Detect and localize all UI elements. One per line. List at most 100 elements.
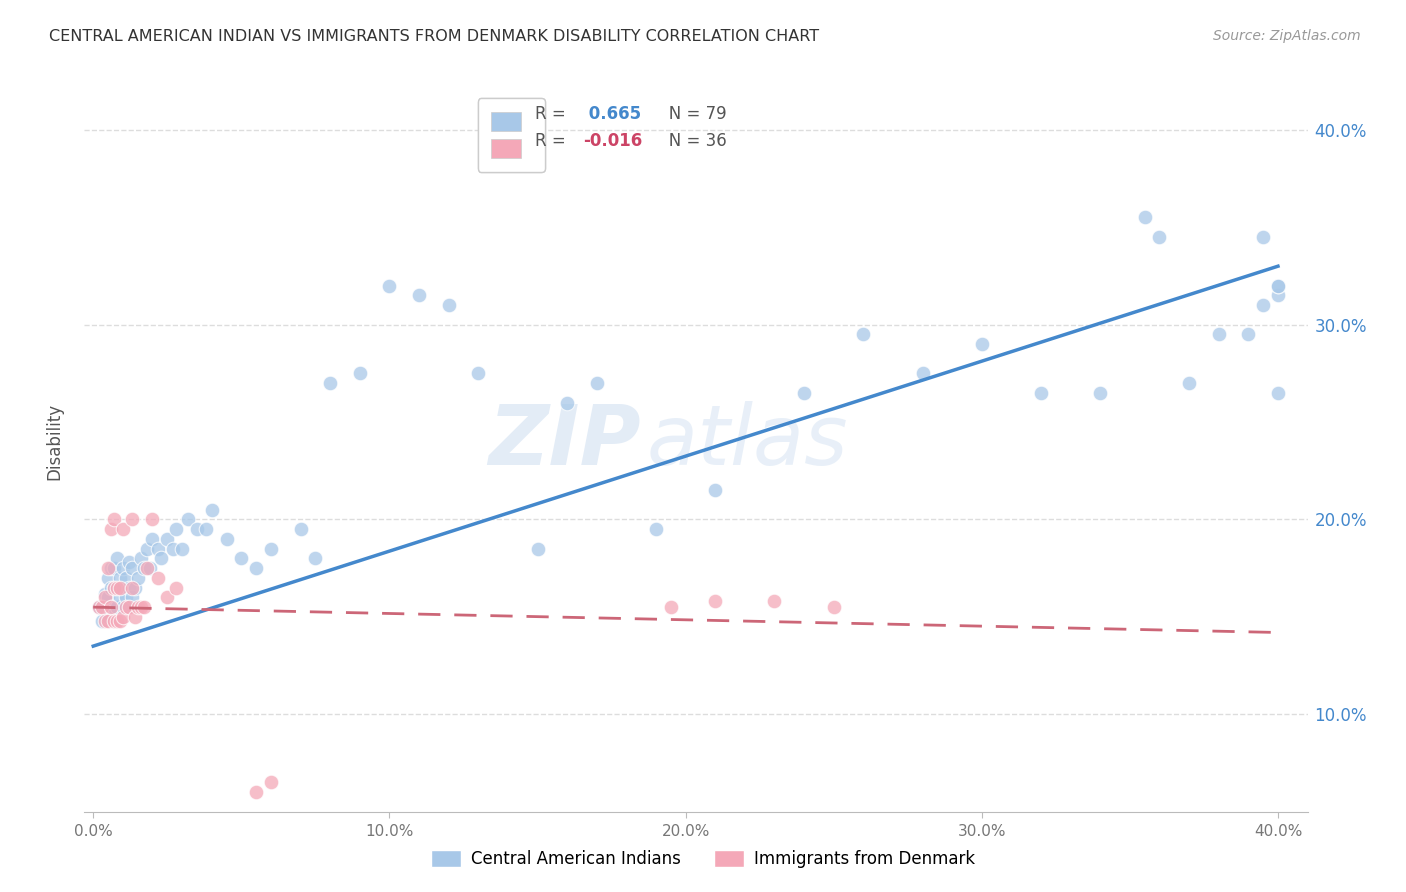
Point (135, 541, 157, 556)
Point (121, 512, 143, 526)
Point (1133, 211, 1156, 225)
Point (245, 561, 267, 575)
Text: R =: R = (534, 132, 571, 150)
Point (970, 337, 993, 351)
Point (124, 581, 146, 595)
Point (89, 600, 111, 615)
Point (165, 581, 187, 595)
Point (91, 600, 114, 615)
Point (114, 591, 136, 605)
Point (108, 614, 131, 628)
Point (114, 600, 136, 615)
Point (129, 551, 152, 566)
Point (1251, 230, 1274, 244)
Point (290, 522, 312, 536)
Point (1029, 385, 1052, 400)
Point (1237, 327, 1260, 342)
Point (97, 561, 120, 575)
Point (91, 614, 114, 628)
Text: ZIP: ZIP (488, 401, 641, 482)
Text: R =: R = (534, 104, 571, 122)
Legend: , : , (478, 98, 544, 171)
Text: 0.665: 0.665 (583, 104, 641, 122)
Point (156, 591, 179, 605)
Point (105, 600, 128, 615)
Point (94, 591, 117, 605)
Point (103, 600, 125, 615)
Legend: Central American Indians, Immigrants from Denmark: Central American Indians, Immigrants fro… (425, 843, 981, 875)
Point (467, 367, 489, 381)
Point (304, 551, 326, 566)
Text: N = 36: N = 36 (654, 132, 727, 150)
Point (319, 376, 342, 390)
Point (408, 288, 430, 302)
Point (103, 512, 125, 526)
Point (100, 600, 122, 615)
Point (1251, 298, 1274, 312)
Point (124, 610, 146, 624)
Point (114, 571, 136, 585)
Point (121, 561, 143, 575)
Point (111, 522, 134, 536)
Point (763, 594, 786, 608)
Point (111, 561, 134, 575)
Point (823, 600, 845, 615)
Point (111, 600, 134, 615)
Point (165, 522, 187, 536)
Point (103, 561, 125, 575)
Point (127, 600, 149, 615)
Point (118, 600, 141, 615)
Point (704, 594, 727, 608)
Point (105, 614, 128, 628)
Point (121, 581, 143, 595)
Point (132, 600, 155, 615)
Point (148, 541, 170, 556)
Point (194, 522, 217, 536)
Point (97, 614, 120, 628)
Point (132, 561, 155, 575)
Point (1208, 327, 1230, 342)
Point (645, 522, 668, 536)
Text: -0.016: -0.016 (583, 132, 643, 150)
Point (852, 327, 875, 342)
Point (260, 775, 283, 789)
Point (94, 586, 117, 600)
Point (793, 385, 815, 400)
Point (704, 483, 727, 498)
Point (1267, 278, 1289, 293)
Point (437, 298, 460, 312)
Point (111, 581, 134, 595)
Point (105, 551, 128, 566)
Point (215, 532, 238, 546)
Point (108, 571, 131, 585)
Point (1149, 230, 1171, 244)
Point (378, 278, 401, 293)
Point (100, 600, 122, 615)
Text: CENTRAL AMERICAN INDIAN VS IMMIGRANTS FROM DENMARK DISABILITY CORRELATION CHART: CENTRAL AMERICAN INDIAN VS IMMIGRANTS FR… (49, 29, 820, 44)
Point (100, 581, 122, 595)
Point (555, 395, 578, 409)
Point (100, 522, 122, 536)
Point (172, 541, 194, 556)
Point (585, 376, 607, 390)
Point (201, 502, 224, 516)
Point (127, 571, 149, 585)
Point (1090, 385, 1112, 400)
Point (103, 581, 125, 595)
Point (141, 512, 163, 526)
Point (245, 785, 267, 799)
Point (94, 614, 117, 628)
Point (231, 551, 253, 566)
Point (135, 561, 157, 575)
Point (118, 555, 141, 569)
Point (1267, 385, 1289, 400)
Point (156, 532, 179, 546)
Point (94, 600, 117, 615)
Point (659, 600, 682, 615)
Point (103, 581, 125, 595)
Point (121, 591, 143, 605)
Point (89, 600, 111, 615)
Point (526, 541, 548, 556)
Point (186, 522, 208, 536)
Point (118, 600, 141, 615)
